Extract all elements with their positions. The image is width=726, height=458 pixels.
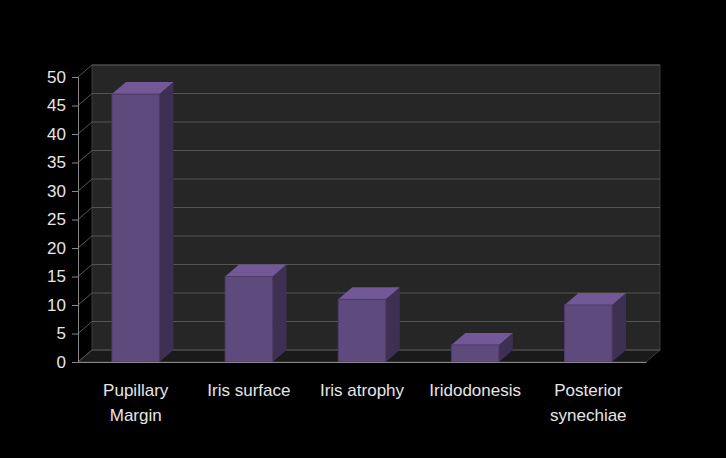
- bars: [112, 82, 626, 362]
- y-tick-mark: [72, 191, 78, 192]
- y-tick-label: 5: [57, 324, 66, 343]
- y-tick: 45: [47, 96, 78, 115]
- x-tick: Pupillary Margin: [103, 381, 169, 425]
- x-tick-label-line: Iris atrophy: [320, 381, 405, 400]
- y-tick-label: 45: [47, 96, 66, 115]
- y-tick-label: 40: [47, 125, 66, 144]
- y-tick-mark: [72, 220, 78, 221]
- chart: 0 5 10 15 20 25 30 35 40 45 50 Pupillary Margin Iris …: [0, 0, 726, 458]
- y-tick-label: 35: [47, 153, 66, 172]
- x-tick: Iris atrophy: [320, 381, 405, 400]
- x-axis: Pupillary Margin Iris surface Iris atrophy I…: [79, 363, 647, 425]
- background: [0, 0, 726, 458]
- x-tick-label: Iridodonesis: [429, 381, 521, 400]
- y-axis-line: [72, 78, 79, 363]
- y-tick-mark: [72, 106, 78, 107]
- x-tick-label-line: Pupillary: [103, 381, 169, 400]
- bar-group: [451, 333, 513, 362]
- x-tick-label-line: Iris surface: [207, 381, 290, 400]
- x-tick-label: Posterior synechiae: [550, 381, 627, 425]
- y-tick-label: 50: [47, 68, 66, 87]
- x-tick-label: Iris surface: [207, 381, 290, 400]
- x-tick-label: Iris atrophy: [320, 381, 405, 400]
- y-tick: 40: [47, 125, 78, 144]
- y-tick-mark: [72, 134, 78, 135]
- y-tick-mark: [72, 77, 78, 78]
- x-tick: Iris surface: [207, 381, 290, 400]
- x-tick-label-line: synechiae: [550, 406, 627, 425]
- bar-group: [338, 287, 400, 362]
- bar: [112, 94, 160, 362]
- y-tick-mark: [72, 362, 78, 363]
- bar: [225, 277, 273, 363]
- grid: [78, 65, 660, 362]
- y-tick: 30: [47, 182, 78, 201]
- y-tick: 35: [47, 153, 78, 172]
- grid-line: [78, 65, 660, 77]
- x-tick: Iridodonesis: [429, 381, 521, 400]
- y-tick-mark: [72, 305, 78, 306]
- bar-top: [565, 293, 627, 305]
- bar-side: [612, 293, 626, 362]
- x-axis-line: [79, 362, 647, 363]
- y-tick-mark: [72, 248, 78, 249]
- y-tick: 20: [47, 239, 78, 258]
- y-tick-label: 25: [47, 210, 66, 229]
- y-axis: 0 5 10 15 20 25 30 35 40 45 50: [47, 68, 78, 372]
- bar-top: [112, 82, 174, 94]
- bar-top: [338, 287, 400, 299]
- y-tick: 25: [47, 210, 78, 229]
- bar-group: [225, 265, 287, 363]
- bar: [565, 305, 613, 362]
- bar-side: [273, 265, 287, 363]
- bar-side: [386, 287, 400, 362]
- bar-top: [451, 333, 513, 345]
- y-tick-mark: [72, 334, 78, 335]
- x-tick-label-line: Iridodonesis: [429, 381, 521, 400]
- x-tick-label-line: Margin: [110, 406, 162, 425]
- y-tick-mark: [72, 163, 78, 164]
- y-tick-label: 20: [47, 239, 66, 258]
- y-tick-mark: [72, 277, 78, 278]
- bar-top: [225, 265, 287, 277]
- y-tick-label: 15: [47, 267, 66, 286]
- x-tick-label: Pupillary Margin: [103, 381, 169, 425]
- y-tick: 10: [47, 296, 78, 315]
- bar-group: [112, 82, 174, 362]
- y-tick-label: 10: [47, 296, 66, 315]
- x-tick: Posterior synechiae: [550, 381, 627, 425]
- y-tick-label: 0: [57, 353, 66, 372]
- bar: [451, 345, 499, 362]
- bar-side: [159, 82, 173, 362]
- y-tick: 50: [47, 68, 78, 87]
- x-tick-label-line: Posterior: [554, 381, 622, 400]
- y-tick: 5: [57, 324, 78, 343]
- y-tick-label: 30: [47, 182, 66, 201]
- y-tick: 0: [57, 353, 78, 372]
- y-tick: 15: [47, 267, 78, 286]
- bar: [338, 299, 386, 362]
- bar-group: [565, 293, 627, 362]
